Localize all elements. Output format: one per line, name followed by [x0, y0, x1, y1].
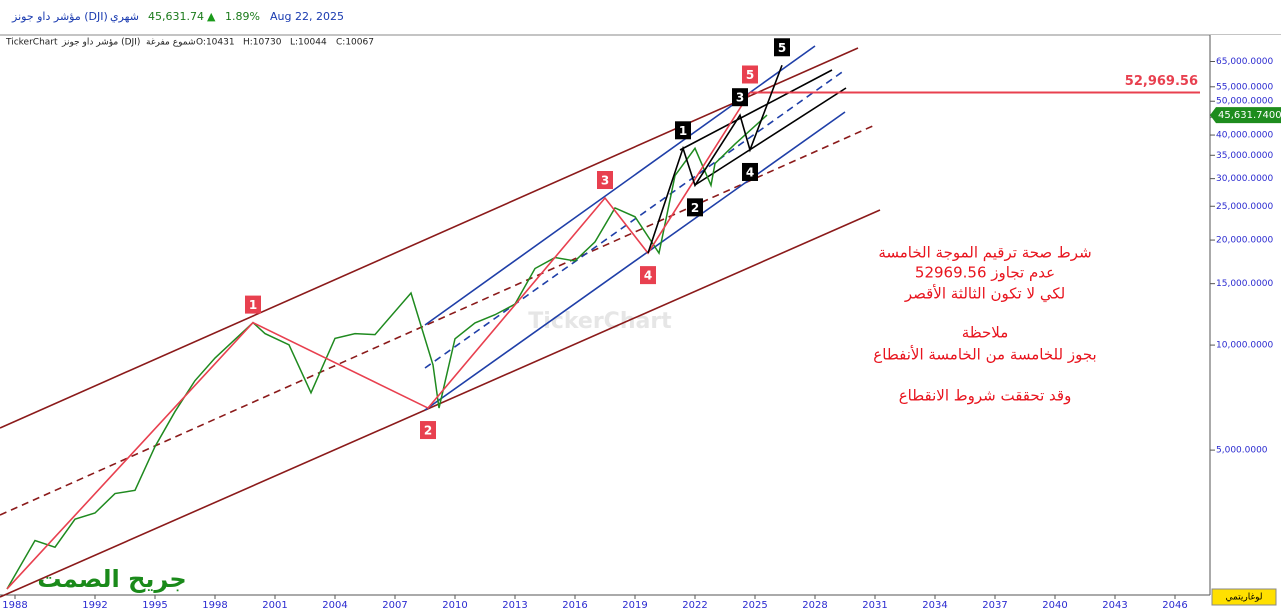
scale-label — [1211, 588, 1277, 606]
annotation-line: لكي لا تكون الثالثة الأقصر — [904, 284, 1065, 304]
x-tick-label: 1998 — [202, 600, 227, 611]
axis-panel — [1210, 35, 1281, 612]
y-tick-label: 65,000.0000 — [1216, 57, 1274, 67]
price-tag-label: 45,631.7400 — [1218, 110, 1281, 121]
x-tick-label: 2022 — [682, 600, 707, 611]
price-line — [6, 114, 768, 590]
x-tick-label: 2028 — [802, 600, 827, 611]
y-tick-label: 15,000.0000 — [1216, 279, 1274, 289]
wave-label: 4 — [644, 269, 652, 283]
x-tick-label: 2019 — [622, 600, 647, 611]
y-tick-label: 50,000.0000 — [1216, 97, 1274, 107]
x-tick-label: 2013 — [502, 600, 527, 611]
wave-label-box — [597, 171, 613, 190]
open: O:10431 — [196, 38, 235, 48]
close: C:10067 — [336, 38, 374, 48]
wave-label-box — [675, 121, 691, 140]
wave-label: 2 — [424, 424, 432, 438]
channel-line — [424, 69, 846, 369]
price-tag — [1210, 107, 1281, 124]
wave-label-box — [687, 198, 703, 217]
x-tick-label: 2034 — [922, 600, 947, 611]
channel-line — [0, 124, 876, 516]
channels — [0, 45, 881, 598]
wave-label: 1 — [249, 298, 257, 312]
x-tick-label: 2004 — [322, 600, 347, 611]
up-arrow: ▲ — [207, 10, 216, 23]
wave-label-box — [742, 65, 758, 84]
y-tick-label: 20,000.0000 — [1216, 236, 1274, 246]
wave-label: 3 — [736, 91, 744, 105]
low: L:10044 — [290, 38, 327, 48]
annotation-line: ملاحظة — [962, 324, 1009, 342]
annotation-line: عدم تجاوز 52969.56 — [915, 264, 1055, 282]
channel-line — [424, 111, 846, 411]
style: شموع مفرغة — [146, 38, 196, 48]
channel-line — [0, 47, 859, 429]
x-tick-label: 2046 — [1162, 600, 1187, 611]
annotation-line: وقد تحققت شروط الانقطاع — [899, 387, 1072, 405]
x-tick-label: 1992 — [82, 600, 107, 611]
x-tick-label: 2025 — [742, 600, 767, 611]
wave-label-box — [640, 266, 656, 285]
wave-label: 4 — [746, 165, 754, 179]
wave-label-box — [742, 162, 758, 181]
watermark: TickerChart — [528, 309, 672, 334]
annotation-line: بجوز للخامسة من الخامسة الأنفطاع — [873, 345, 1096, 364]
y-tick-label: 10,000.0000 — [1216, 341, 1274, 351]
y-tick-label: 25,000.0000 — [1216, 202, 1274, 212]
date: Aug 22, 2025 — [270, 10, 344, 23]
change: 1.89% — [225, 10, 260, 23]
y-tick-label: 5,000.0000 — [1216, 446, 1268, 456]
symbol: مؤشر داو جونز (DJI) — [12, 10, 108, 23]
wave-line — [647, 64, 783, 254]
y-tick-label: 35,000.0000 — [1216, 151, 1274, 161]
price: 45,631.74 — [148, 10, 204, 23]
annotation: شرط صحة ترقيم الموجة الخامسة عدم تجاوز 52… — [873, 244, 1096, 405]
y-tick-label: 30,000.0000 — [1216, 174, 1274, 184]
x-tick-label: 2001 — [262, 600, 287, 611]
wave-label: 2 — [691, 201, 699, 215]
level-label: 52,969.56 — [1125, 74, 1198, 89]
x-tick-label: 2043 — [1102, 600, 1127, 611]
y-tick-label: 55,000.0000 — [1216, 82, 1274, 92]
high: H:10730 — [243, 38, 282, 48]
wave-label: 3 — [601, 174, 609, 188]
period: شهري — [110, 10, 139, 23]
x-tick-label: 2007 — [382, 600, 407, 611]
channel-line — [424, 45, 816, 326]
info-row: TickerChart مؤشر داو جونز (DJI) شموع مفر… — [5, 38, 374, 48]
info-symbol: مؤشر داو جونز (DJI) — [61, 38, 140, 48]
annotation-line: شرط صحة ترقيم الموجة الخامسة — [878, 244, 1091, 262]
wave-label-box — [774, 38, 790, 57]
signature: جريح الصمت — [37, 565, 186, 593]
x-tick-label: 2010 — [442, 600, 467, 611]
channel-line — [694, 87, 847, 186]
wave-line — [6, 92, 751, 590]
channel-line — [679, 69, 833, 151]
x-tick-label: 1988 — [2, 600, 27, 611]
brand: TickerChart — [5, 38, 58, 48]
wave-label-box — [732, 88, 748, 107]
wave-label: 5 — [778, 41, 786, 55]
wave-label-box — [420, 421, 436, 440]
scale-label-text: لوغاريتمي — [1225, 593, 1262, 603]
x-tick-label: 1995 — [142, 600, 167, 611]
wave-label: 5 — [746, 68, 754, 82]
y-tick-label: 40,000.0000 — [1216, 131, 1274, 141]
x-tick-label: 2016 — [562, 600, 587, 611]
wave-label-box — [245, 295, 261, 314]
wave-label: 1 — [679, 124, 687, 138]
x-tick-label: 2040 — [1042, 600, 1067, 611]
x-tick-label: 2031 — [862, 600, 887, 611]
x-tick-label: 2037 — [982, 600, 1007, 611]
